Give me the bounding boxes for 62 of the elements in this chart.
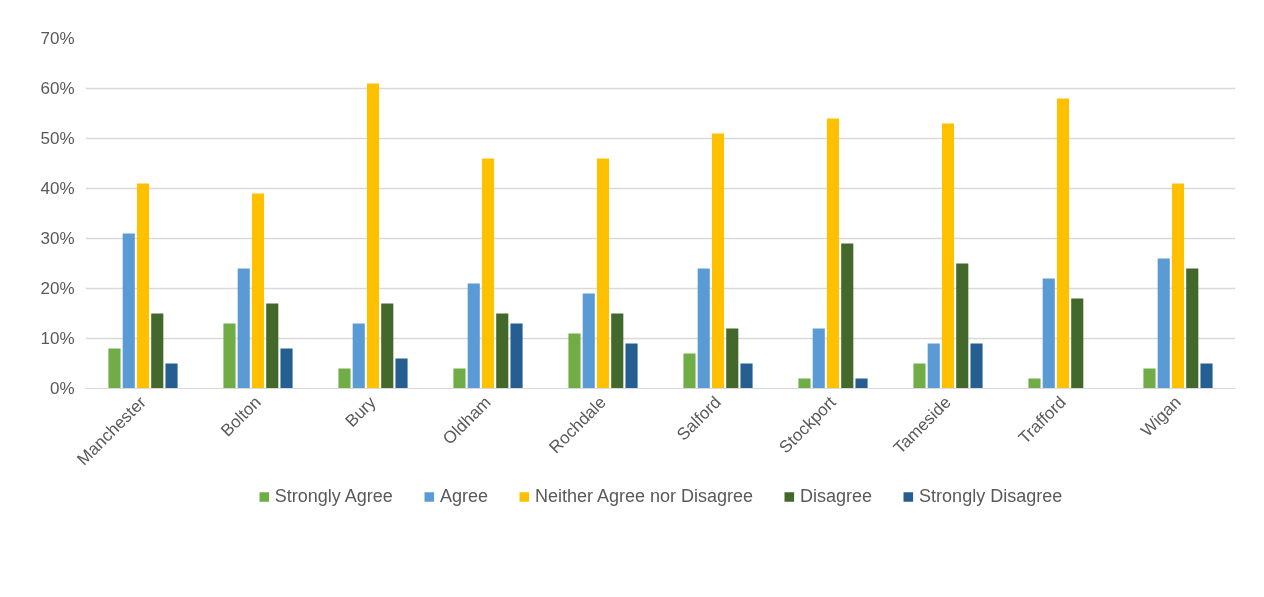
bar — [510, 323, 523, 389]
bar — [223, 323, 236, 389]
y-tick-label: 70% — [40, 29, 75, 48]
bar — [165, 363, 178, 389]
bar — [352, 323, 365, 389]
bar — [841, 243, 854, 389]
bar — [453, 368, 466, 389]
bar — [970, 343, 983, 389]
bar — [683, 353, 696, 389]
bar — [1200, 363, 1213, 389]
bar — [151, 313, 164, 389]
y-tick-label: 60% — [40, 79, 75, 98]
bar — [697, 268, 710, 389]
y-tick-label: 0% — [49, 379, 75, 398]
legend-label: Disagree — [800, 485, 873, 507]
bar — [1071, 298, 1084, 389]
bar — [481, 158, 495, 389]
bar — [1186, 268, 1199, 389]
bar — [812, 328, 825, 389]
bar — [1143, 368, 1156, 389]
legend-label: Neither Agree nor Disagree — [534, 485, 754, 507]
bar — [467, 283, 480, 389]
y-tick-label: 20% — [40, 279, 75, 298]
bar — [237, 268, 250, 389]
bar — [251, 193, 265, 389]
bar — [941, 123, 955, 389]
legend-label: Agree — [439, 485, 488, 507]
bar — [1056, 98, 1070, 389]
bar — [826, 118, 840, 389]
bar — [266, 303, 279, 389]
bar — [798, 378, 811, 389]
bar — [108, 348, 121, 389]
bar — [726, 328, 739, 389]
bar — [596, 158, 610, 389]
bar — [496, 313, 509, 389]
bar — [381, 303, 394, 389]
bar — [395, 358, 408, 389]
y-tick-label: 50% — [40, 129, 75, 148]
bar — [855, 378, 868, 389]
bar — [582, 293, 595, 389]
legend-label: Strongly Disagree — [919, 485, 1063, 507]
bar — [1028, 378, 1041, 389]
bar — [338, 368, 351, 389]
bar — [611, 313, 624, 389]
bar — [711, 133, 725, 389]
y-tick-label: 10% — [40, 329, 75, 348]
bar — [568, 333, 581, 389]
legend-label: Strongly Agree — [274, 485, 393, 507]
bar — [927, 343, 940, 389]
bar — [122, 233, 135, 389]
bar — [1157, 258, 1170, 389]
bar — [280, 348, 293, 389]
bar — [1171, 183, 1185, 389]
bar — [913, 363, 926, 389]
bar — [625, 343, 638, 389]
y-tick-label: 40% — [40, 179, 75, 198]
bar — [1042, 278, 1055, 389]
bar — [956, 263, 969, 389]
bar — [366, 83, 380, 389]
y-tick-label: 30% — [40, 229, 75, 248]
bar — [136, 183, 150, 389]
bar — [740, 363, 753, 389]
